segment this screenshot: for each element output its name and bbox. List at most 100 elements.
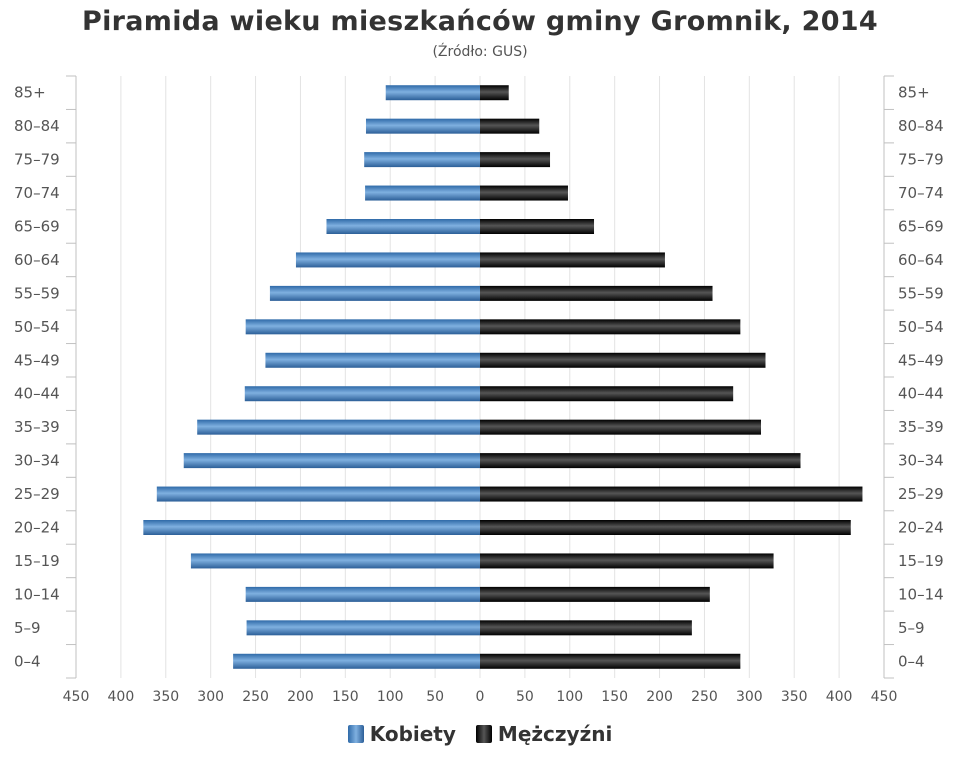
bars xyxy=(143,85,863,669)
category-label-right: 80–84 xyxy=(898,117,944,135)
axis-labels: 0–4 0–4 5–9 5–9 10–14 10–14 15–19 15–19 20–24 20–… xyxy=(14,84,944,705)
category-label-left: 80–84 xyxy=(14,117,60,135)
category-label-right: 45–49 xyxy=(898,351,944,369)
legend-label-kobiety: Kobiety xyxy=(369,722,456,746)
bar-kobiety-20–24 xyxy=(143,520,481,535)
category-label-left: 65–69 xyxy=(14,218,60,236)
legend-item-kobiety[interactable]: Kobiety xyxy=(347,722,456,746)
bar-mezczyzni-0–4 xyxy=(480,653,741,669)
bar-kobiety-50–54 xyxy=(245,319,480,335)
category-label-left: 15–19 xyxy=(14,552,60,570)
category-label-right: 70–74 xyxy=(898,184,944,202)
x-tick-label: 400 xyxy=(826,689,853,705)
category-label-left: 0–4 xyxy=(14,652,41,670)
category-label-left: 60–64 xyxy=(14,251,60,269)
bar-mezczyzni-35–39 xyxy=(480,419,762,435)
category-label-left: 50–54 xyxy=(14,318,60,336)
category-label-right: 50–54 xyxy=(898,318,944,336)
bar-kobiety-85+ xyxy=(385,85,480,101)
legend-item-mezczyzni[interactable]: Mężczyźni xyxy=(475,722,613,746)
x-tick-label: 100 xyxy=(377,689,404,705)
bar-mezczyzni-65–69 xyxy=(480,219,595,234)
bar-mezczyzni-70–74 xyxy=(480,185,568,201)
x-tick-label: 0 xyxy=(476,689,485,705)
chart-title: Piramida wieku mieszkańców gminy Gromnik… xyxy=(82,6,878,37)
bar-mezczyzni-25–29 xyxy=(480,486,863,502)
category-label-right: 55–59 xyxy=(898,284,944,302)
legend: Kobiety Mężczyźni xyxy=(0,722,960,746)
bar-kobiety-60–64 xyxy=(295,252,480,268)
x-tick-label: 250 xyxy=(242,689,269,705)
bar-kobiety-65–69 xyxy=(326,219,480,234)
legend-swatch-kobiety xyxy=(347,725,364,743)
bar-mezczyzni-60–64 xyxy=(480,252,665,268)
x-tick-label: 50 xyxy=(426,689,444,705)
x-tick-label: 300 xyxy=(736,689,763,705)
legend-swatch-mezczyzni xyxy=(475,725,492,743)
bar-mezczyzni-40–44 xyxy=(480,386,734,402)
category-label-right: 20–24 xyxy=(898,519,944,537)
bar-kobiety-5–9 xyxy=(246,620,480,636)
bar-kobiety-80–84 xyxy=(365,118,480,134)
bar-mezczyzni-20–24 xyxy=(480,520,851,535)
category-label-right: 35–39 xyxy=(898,418,944,436)
grid-lines xyxy=(66,75,894,679)
x-tick-label: 350 xyxy=(781,689,808,705)
category-label-right: 25–29 xyxy=(898,485,944,503)
bar-mezczyzni-80–84 xyxy=(480,118,540,134)
category-label-right: 65–69 xyxy=(898,218,944,236)
category-label-left: 45–49 xyxy=(14,351,60,369)
x-tick-label: 200 xyxy=(646,689,673,705)
bar-mezczyzni-50–54 xyxy=(480,319,741,335)
bar-kobiety-70–74 xyxy=(365,185,480,201)
category-label-right: 60–64 xyxy=(898,251,944,269)
x-tick-label: 450 xyxy=(871,689,898,705)
legend-label-mezczyzni: Mężczyźni xyxy=(497,722,613,746)
x-tick-label: 50 xyxy=(516,689,534,705)
category-label-right: 85+ xyxy=(898,84,930,102)
bar-kobiety-75–79 xyxy=(364,152,480,168)
bar-mezczyzni-75–79 xyxy=(480,152,551,168)
bar-kobiety-10–14 xyxy=(245,586,480,602)
category-label-left: 30–34 xyxy=(14,452,60,470)
bar-kobiety-15–19 xyxy=(190,553,480,569)
category-label-right: 5–9 xyxy=(898,619,925,637)
x-tick-label: 200 xyxy=(287,689,314,705)
bar-mezczyzni-5–9 xyxy=(480,620,692,636)
bar-kobiety-45–49 xyxy=(265,352,480,368)
category-label-left: 20–24 xyxy=(14,519,60,537)
pyramid-chart: 0–4 0–4 5–9 5–9 10–14 10–14 15–19 15–19 20–24 20–… xyxy=(14,75,944,705)
x-tick-label: 150 xyxy=(332,689,359,705)
x-tick-label: 400 xyxy=(108,689,135,705)
bar-mezczyzni-55–59 xyxy=(480,285,713,301)
category-label-right: 15–19 xyxy=(898,552,944,570)
bar-mezczyzni-15–19 xyxy=(480,553,774,569)
category-label-right: 10–14 xyxy=(898,585,944,603)
category-label-left: 10–14 xyxy=(14,585,60,603)
bar-kobiety-55–59 xyxy=(269,285,480,301)
category-label-left: 55–59 xyxy=(14,284,60,302)
category-label-left: 70–74 xyxy=(14,184,60,202)
bar-kobiety-40–44 xyxy=(244,386,480,402)
x-tick-label: 300 xyxy=(197,689,224,705)
bar-mezczyzni-30–34 xyxy=(480,453,801,469)
bar-mezczyzni-45–49 xyxy=(480,352,766,368)
bar-kobiety-30–34 xyxy=(183,453,480,469)
category-label-left: 75–79 xyxy=(14,151,60,169)
x-tick-label: 100 xyxy=(556,689,583,705)
category-label-left: 85+ xyxy=(14,84,46,102)
bar-mezczyzni-10–14 xyxy=(480,586,710,602)
x-tick-label: 250 xyxy=(691,689,718,705)
bar-kobiety-0–4 xyxy=(233,653,480,669)
category-label-right: 40–44 xyxy=(898,385,944,403)
category-label-left: 5–9 xyxy=(14,619,41,637)
x-tick-label: 450 xyxy=(63,689,90,705)
category-label-right: 30–34 xyxy=(898,452,944,470)
chart-subtitle: (Źródło: GUS) xyxy=(432,44,528,60)
category-label-right: 75–79 xyxy=(898,151,944,169)
category-label-left: 40–44 xyxy=(14,385,60,403)
bar-kobiety-35–39 xyxy=(197,419,480,435)
category-label-left: 35–39 xyxy=(14,418,60,436)
bar-kobiety-25–29 xyxy=(156,486,481,502)
category-label-right: 0–4 xyxy=(898,652,925,670)
